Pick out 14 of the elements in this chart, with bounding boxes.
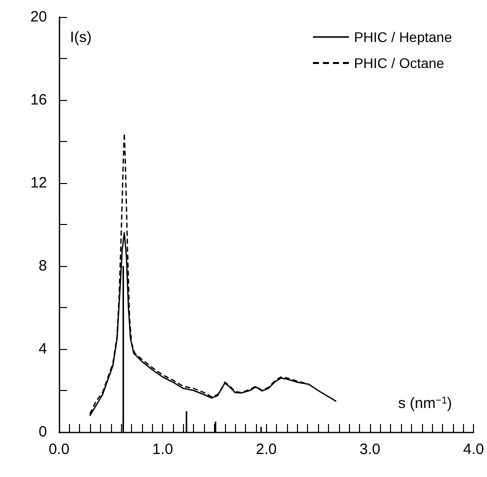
- x-tick-label: 4.0: [463, 441, 484, 458]
- y-tick-label: 20: [30, 8, 47, 26]
- legend-label: PHIC / Octane: [354, 55, 444, 71]
- x-tick-label: 1.0: [152, 441, 174, 458]
- y-tick-label: 16: [30, 92, 47, 108]
- x-tick-label: 2.0: [256, 441, 277, 458]
- legend-label: PHIC / Heptane: [354, 29, 452, 45]
- x-tick-label: 3.0: [360, 441, 380, 458]
- y-tick-label: 0: [38, 424, 47, 440]
- y-tick-label: 12: [30, 174, 47, 192]
- y-axis-title: I(s): [70, 29, 92, 46]
- y-tick-label: 8: [38, 258, 47, 274]
- y-tick-label: 4: [38, 340, 47, 358]
- x-tick-label: 0.0: [48, 441, 70, 458]
